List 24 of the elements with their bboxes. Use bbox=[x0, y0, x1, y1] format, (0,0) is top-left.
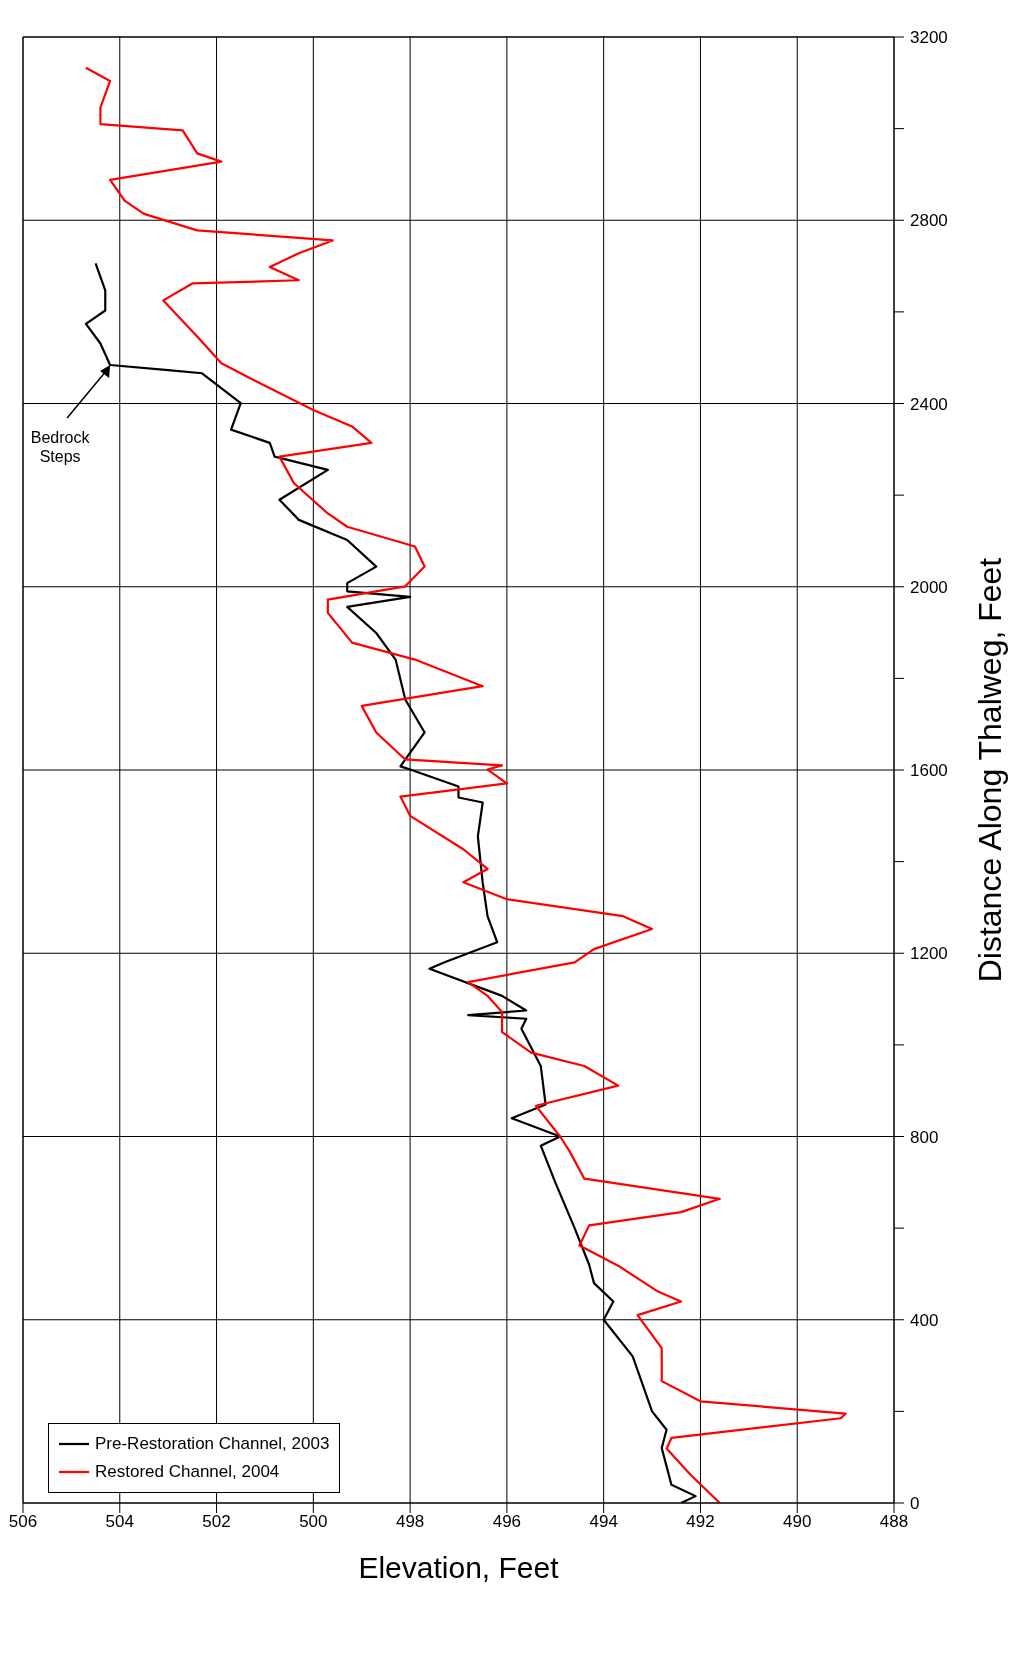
y-tick-label: 3200 bbox=[910, 28, 948, 47]
y-tick-label: 1200 bbox=[910, 944, 948, 964]
y-tick-label: 400 bbox=[910, 1310, 939, 1330]
x-tick-label: 488 bbox=[879, 1512, 909, 1532]
x-axis-title: Elevation, Feet bbox=[358, 1551, 560, 1584]
x-tick-label: 494 bbox=[589, 1512, 618, 1532]
x-tick-label: 502 bbox=[202, 1512, 231, 1532]
legend-label: Pre-Restoration Channel, 2003 bbox=[95, 1433, 330, 1455]
x-tick-label: 490 bbox=[783, 1512, 812, 1532]
x-tick-label: 500 bbox=[299, 1512, 328, 1532]
y-axis-title: Distance Along Thalweg, Feet bbox=[972, 557, 1009, 983]
x-tick-label: 498 bbox=[395, 1512, 425, 1532]
y-tick-label: 0 bbox=[910, 1494, 920, 1513]
x-tick-label: 492 bbox=[686, 1512, 715, 1532]
legend-label: Restored Channel, 2004 bbox=[95, 1461, 280, 1483]
x-tick-label: 504 bbox=[105, 1512, 134, 1532]
x-tick-label: 506 bbox=[8, 1512, 38, 1532]
x-tick-label: 496 bbox=[492, 1512, 522, 1532]
y-tick-label: 2000 bbox=[910, 577, 948, 597]
y-tick-label: 2800 bbox=[910, 211, 948, 231]
annotation: Bedrock Steps bbox=[30, 429, 91, 466]
y-tick-label: 800 bbox=[910, 1127, 939, 1147]
y-tick-label: 2400 bbox=[910, 394, 948, 414]
y-tick-label: 1600 bbox=[910, 761, 948, 780]
